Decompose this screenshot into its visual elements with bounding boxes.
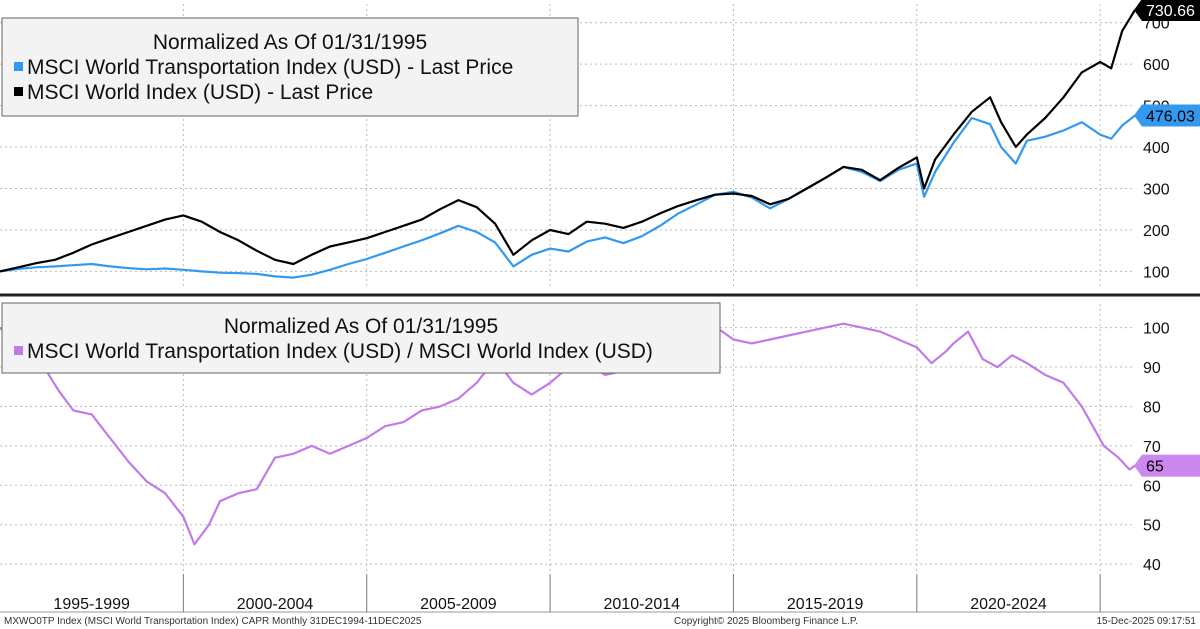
- top-legend-label-transport: MSCI World Transportation Index (USD) - …: [27, 56, 513, 79]
- last-value-badge: [1134, 104, 1200, 127]
- period-label-2020-2024: 2020-2024: [970, 596, 1047, 613]
- y-tick-label-bottom: 40: [1143, 557, 1161, 574]
- y-tick-label-top: 400: [1143, 140, 1170, 157]
- y-tick-label-bottom: 90: [1143, 360, 1161, 377]
- y-tick-label-bottom: 50: [1143, 518, 1161, 535]
- footer: MXWO0TP Index (MSCI World Transportation…: [4, 616, 1196, 627]
- y-tick-label-top: 100: [1143, 264, 1170, 281]
- y-tick-label-top: 200: [1143, 223, 1170, 240]
- last-value-text: 730.66: [1146, 3, 1195, 20]
- last-value-text: 65: [1146, 459, 1164, 476]
- top-legend-swatch-transport: [14, 62, 23, 71]
- y-tick-label-bottom: 80: [1143, 399, 1161, 416]
- top-legend-title: Normalized As Of 01/31/1995: [153, 31, 427, 54]
- last-value-label-top-0: 476.03: [1134, 104, 1200, 127]
- grid-layer: [0, 4, 1135, 572]
- period-label-2010-2014: 2010-2014: [604, 596, 681, 613]
- top-legend: Normalized As Of 01/31/1995 MSCI World T…: [1, 17, 579, 117]
- footer-center: Copyright© 2025 Bloomberg Finance L.P.: [674, 616, 858, 627]
- footer-left: MXWO0TP Index (MSCI World Transportation…: [4, 616, 422, 627]
- period-label-2000-2004: 2000-2004: [237, 596, 314, 613]
- y-tick-label-bottom: 70: [1143, 439, 1161, 456]
- y-tick-label-top: 600: [1143, 57, 1170, 74]
- period-label-2005-2009: 2005-2009: [420, 596, 497, 613]
- last-value-badge: [1134, 454, 1200, 477]
- period-label-1995-1999: 1995-1999: [53, 596, 130, 613]
- bottom-legend-label-ratio: MSCI World Transportation Index (USD) / …: [27, 340, 653, 363]
- period-label-2015-2019: 2015-2019: [787, 596, 864, 613]
- bottom-legend: Normalized As Of 01/31/1995 MSCI World T…: [1, 302, 721, 374]
- top-legend-label-world: MSCI World Index (USD) - Last Price: [27, 81, 373, 104]
- series-line-top-0: [0, 114, 1136, 279]
- y-tick-label-bottom: 60: [1143, 478, 1161, 495]
- top-legend-swatch-world: [14, 87, 23, 96]
- axis-layer: 100200300400500600700476.03730.664050607…: [0, 0, 1200, 613]
- last-value-label-bottom-0: 65: [1134, 454, 1200, 477]
- last-value-label-top-1: 730.66: [1134, 0, 1200, 21]
- last-value-badge: [1134, 0, 1200, 21]
- bottom-legend-swatch-ratio: [14, 346, 23, 355]
- y-tick-label-top: 300: [1143, 181, 1170, 198]
- bottom-legend-title: Normalized As Of 01/31/1995: [224, 315, 498, 338]
- series-line-top-1: [0, 9, 1136, 273]
- y-tick-label-bottom: 100: [1143, 321, 1170, 338]
- period-layer: 1995-1999 2000-2004 2005-2009 2010-2014 …: [53, 596, 1046, 613]
- last-value-text: 476.03: [1146, 109, 1195, 126]
- footer-right: 15-Dec-2025 09:17:51: [1096, 616, 1196, 627]
